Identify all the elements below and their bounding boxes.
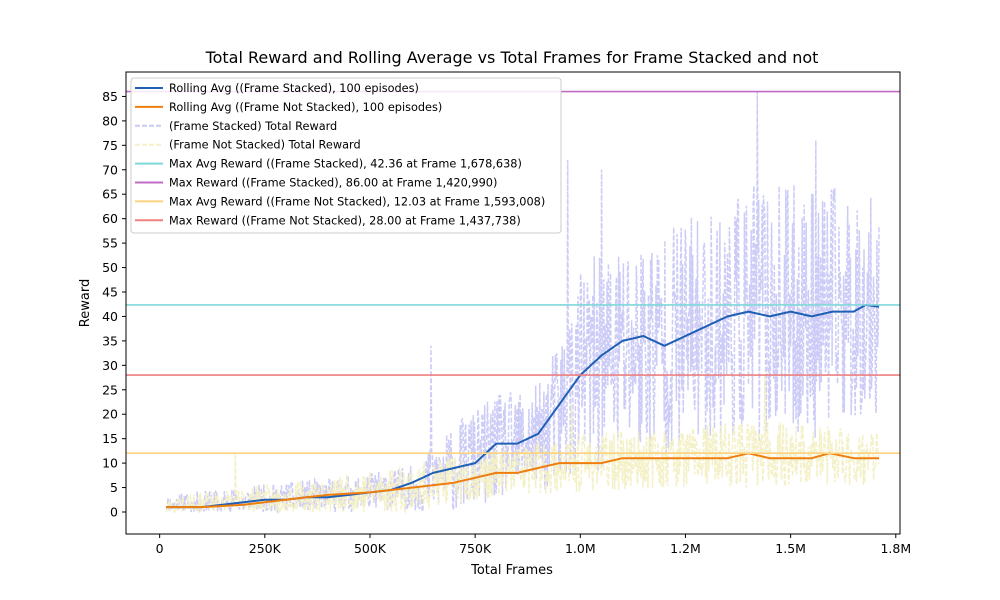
y-tick-label: 85 <box>102 89 118 104</box>
y-axis-label: Reward <box>78 279 93 327</box>
x-tick-label: 750K <box>459 541 492 556</box>
x-axis-label: Total Frames <box>470 563 553 578</box>
legend: Rolling Avg ((Frame Stacked), 100 episod… <box>130 77 562 234</box>
y-tick-label: 75 <box>102 138 118 153</box>
y-tick-label: 80 <box>102 113 118 128</box>
y-tick-label: 45 <box>102 285 118 300</box>
legend-entry-label: Max Reward ((Frame Not Stacked), 28.00 a… <box>169 214 521 227</box>
chart-title: Total Reward and Rolling Average vs Tota… <box>205 48 819 67</box>
y-tick-label: 35 <box>102 333 118 348</box>
y-tick-label: 65 <box>102 187 118 202</box>
y-tick-label: 25 <box>102 382 118 397</box>
y-tick-label: 10 <box>102 456 118 471</box>
legend-entry-label: Max Reward ((Frame Stacked), 86.00 at Fr… <box>169 177 497 190</box>
x-tick-label: 1.5M <box>775 541 806 556</box>
series-rolling-avg-frame-stacked-100-episodes <box>166 303 880 509</box>
y-tick-label: 20 <box>102 407 118 422</box>
series-frame-not-stacked-total-reward <box>165 375 880 515</box>
legend-entry-label: Max Avg Reward ((Frame Stacked), 42.36 a… <box>169 158 522 171</box>
y-tick-label: 60 <box>102 211 118 226</box>
y-tick-label: 30 <box>102 358 118 373</box>
x-tick-label: 1.8M <box>880 541 911 556</box>
x-tick-label: 1.0M <box>565 541 596 556</box>
y-tick-label: 50 <box>102 260 118 275</box>
legend-entry-label: (Frame Stacked) Total Reward <box>169 120 337 133</box>
y-tick-label: 40 <box>102 309 118 324</box>
series-rolling-avg-frame-not-stacked-100-episodes <box>166 452 879 509</box>
legend-entry-label: Rolling Avg ((Frame Not Stacked), 100 ep… <box>169 101 442 114</box>
y-tick-label: 15 <box>102 431 118 446</box>
y-tick-label: 5 <box>110 480 118 495</box>
legend-entry-label: Max Avg Reward ((Frame Not Stacked), 12.… <box>169 195 545 208</box>
y-tick-label: 70 <box>102 162 118 177</box>
y-tick-label: 55 <box>102 236 118 251</box>
x-tick-label: 1.2M <box>670 541 701 556</box>
legend-entry-label: Rolling Avg ((Frame Stacked), 100 episod… <box>169 82 419 95</box>
legend-box <box>130 77 562 234</box>
plot-frame <box>125 71 901 535</box>
plot-area: 0 250K 500K 750K 1.0M 1.2M 1.5M 1.8M 0 5 10 15 20 25 3… <box>102 71 911 556</box>
x-tick-label: 500K <box>354 541 387 556</box>
legend-entry-label: (Frame Not Stacked) Total Reward <box>169 139 361 152</box>
x-tick-label: 0 <box>156 541 164 556</box>
x-tick-label: 250K <box>249 541 282 556</box>
y-tick-label: 0 <box>110 505 118 520</box>
series-frame-stacked-total-reward <box>165 91 880 515</box>
